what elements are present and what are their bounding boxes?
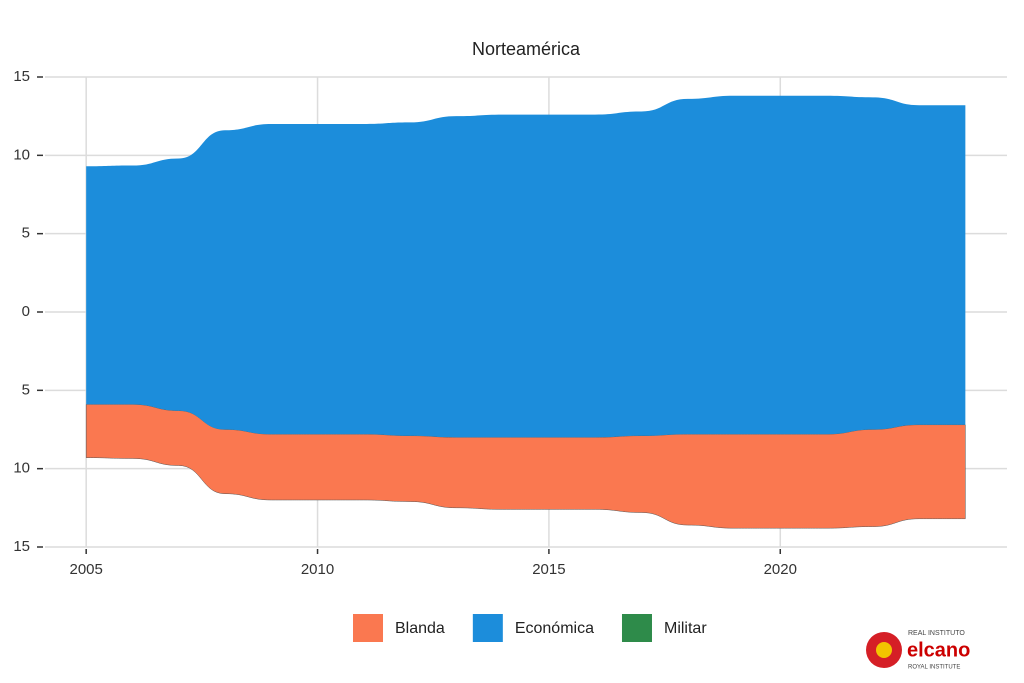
legend-swatch (472, 614, 503, 642)
logo: REAL INSTITUTO elcano ROYAL INSTITUTE (866, 630, 970, 671)
y-tick-label: 15 (13, 68, 30, 85)
logo-line3: ROYAL INSTITUTE (908, 665, 960, 671)
stream-area (86, 95, 966, 438)
y-tick-label: 15 (13, 538, 30, 555)
legend-swatch (621, 614, 652, 642)
y-tick-label: 5 (22, 381, 30, 398)
x-tick-label: 2020 (764, 561, 797, 578)
logo-line2: elcano (907, 639, 970, 661)
stream-area (85, 404, 966, 529)
legend-label: Económica (515, 620, 594, 637)
legend-label: Blanda (395, 620, 445, 637)
y-tick-label: 5 (22, 225, 30, 242)
x-tick-label: 2005 (69, 561, 102, 578)
legend-swatch (353, 614, 383, 642)
y-tick-label: 10 (13, 146, 30, 163)
y-tick-label: 10 (13, 460, 30, 477)
legend-label: Militar (664, 620, 707, 637)
y-tick-label: 0 (22, 303, 30, 320)
logo-emblem-center (876, 642, 892, 658)
x-tick-label: 2010 (301, 561, 334, 578)
x-tick-label: 2015 (532, 561, 565, 578)
chart-title: Norteamérica (472, 39, 581, 59)
logo-line1: REAL INSTITUTO (908, 630, 965, 637)
